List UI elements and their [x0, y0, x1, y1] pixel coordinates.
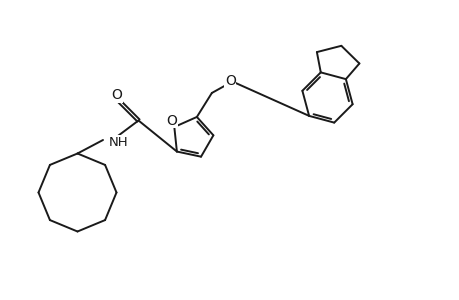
Text: O: O	[166, 113, 177, 128]
Text: O: O	[111, 88, 122, 102]
Text: O: O	[224, 74, 235, 88]
Text: NH: NH	[108, 136, 128, 148]
